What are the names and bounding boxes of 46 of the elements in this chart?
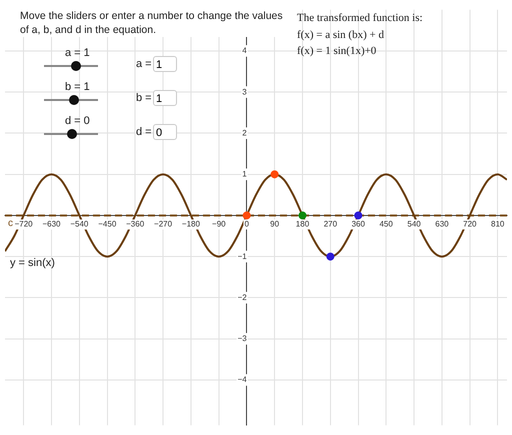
x-tick-label: −180 <box>182 220 200 229</box>
annotation: f(x) = a sin (bx) + d <box>297 28 384 42</box>
annotation: d = 0 <box>65 114 90 128</box>
x-tick-label: −720 <box>14 220 34 229</box>
x-tick-label: 180 <box>296 220 310 229</box>
x-tick-label: 90 <box>270 220 280 229</box>
annotation: 0 <box>153 124 177 140</box>
x-tick-label: 810 <box>491 220 505 229</box>
ref-line-label: c <box>8 218 13 230</box>
annotation: 1 <box>153 90 177 106</box>
annotation: a = <box>136 57 152 71</box>
y-tick-label: −2 <box>238 292 248 302</box>
x-tick-label: −270 <box>154 220 173 229</box>
annotation: d = <box>136 125 152 139</box>
point <box>298 211 306 220</box>
annotation: a = 1 <box>65 46 90 60</box>
point <box>270 170 279 178</box>
point <box>354 211 362 220</box>
y-tick-label: 4 <box>242 46 248 56</box>
y-tick-label: 3 <box>242 87 248 96</box>
x-tick-label: −540 <box>70 220 89 229</box>
annotation: Move the sliders or enter a number to change the values of a, b, and d in the equation. <box>20 9 288 37</box>
x-tick-label: −90 <box>212 220 226 229</box>
point <box>326 252 334 261</box>
point <box>242 211 251 220</box>
x-tick-label: 360 <box>352 220 366 229</box>
x-tick-label: 630 <box>435 220 450 229</box>
annotation: f(x) = 1 sin(1x)+0 <box>297 44 376 58</box>
annotation: b = <box>136 91 152 105</box>
annotation: b = 1 <box>65 80 90 94</box>
annotation: The transformed function is: <box>297 11 423 25</box>
x-tick-label: 540 <box>407 220 422 229</box>
x-tick-label: 270 <box>324 220 338 229</box>
annotation: 1 <box>153 56 177 72</box>
x-tick-label: 720 <box>463 220 478 229</box>
y-tick-label: 1 <box>242 170 248 179</box>
y-tick-label: −1 <box>238 252 248 261</box>
y-tick-label: −4 <box>238 375 248 384</box>
annotation: y = sin(x) <box>10 256 55 270</box>
x-tick-label: −450 <box>98 220 117 229</box>
y-tick-label: −3 <box>238 334 248 344</box>
x-tick-label: −630 <box>42 220 62 229</box>
x-tick-label: 0 <box>244 220 250 229</box>
x-tick-label: 450 <box>379 220 394 229</box>
x-tick-label: −360 <box>126 220 145 229</box>
y-tick-label: 2 <box>242 128 248 138</box>
